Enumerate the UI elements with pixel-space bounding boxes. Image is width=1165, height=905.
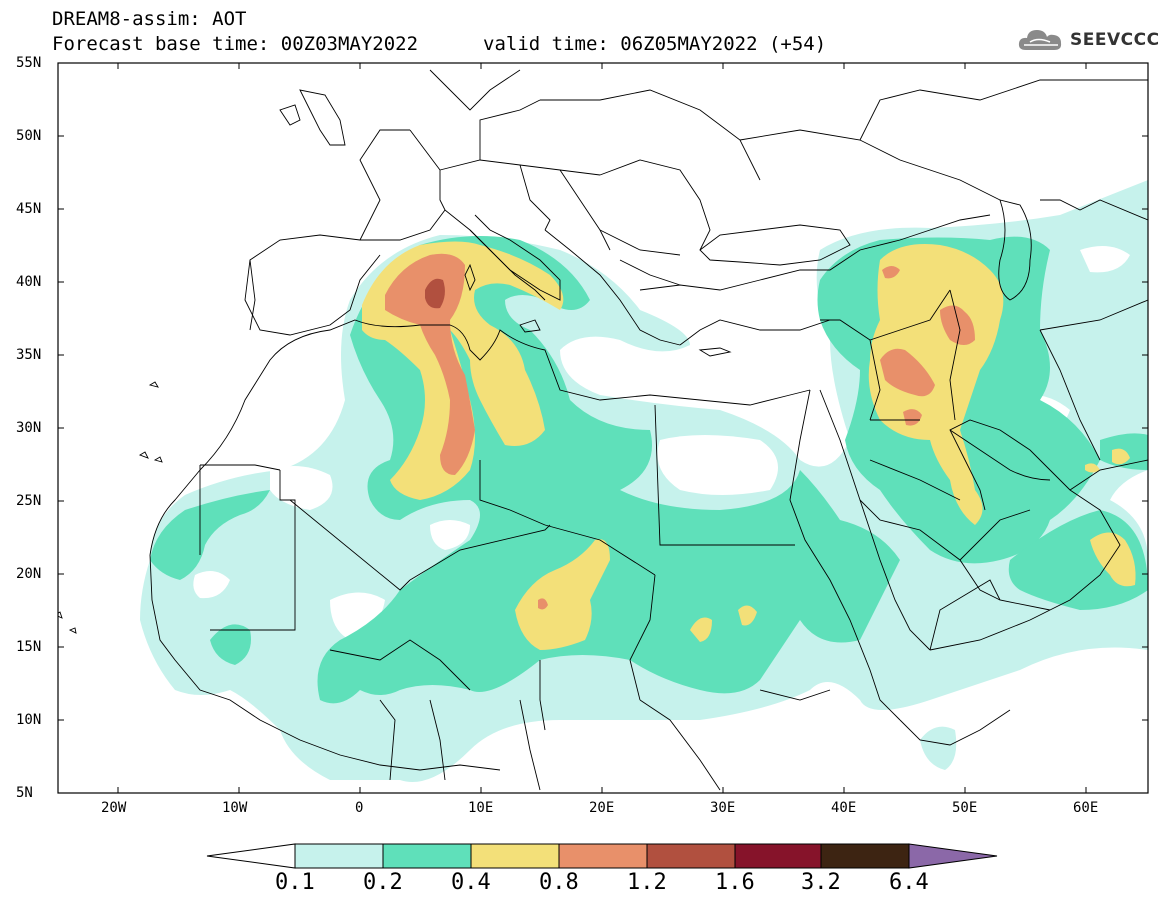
lat-tick-label: 45N	[16, 201, 42, 217]
lat-tick-label: 55N	[16, 55, 42, 71]
cloud-icon	[1018, 30, 1062, 50]
seevccc-logo: SEEVCCC	[1016, 24, 1160, 56]
lon-tick-label: 10E	[468, 800, 494, 816]
lat-tick-label: 5N	[16, 785, 33, 801]
colorbar-label: 6.4	[889, 870, 929, 895]
lat-tick-label: 50N	[16, 128, 42, 144]
colorbar-label: 1.2	[627, 870, 667, 895]
logo-text: SEEVCCC	[1070, 30, 1160, 50]
aot-layer-1-2	[425, 278, 445, 309]
valid-time: valid time: 06Z05MAY2022 (+54)	[483, 33, 827, 55]
colorbar-over-arrow	[908, 843, 998, 869]
coastlines-borders	[58, 69, 1148, 791]
lon-tick-label: 30E	[710, 800, 736, 816]
lat-tick-label: 20N	[16, 566, 42, 582]
colorbar-swatch	[382, 843, 472, 869]
colorbar-swatch	[820, 843, 910, 869]
lat-tick-label: 15N	[16, 639, 42, 655]
lon-tick-label: 0	[355, 800, 364, 816]
lat-tick-label: 30N	[16, 420, 42, 436]
colorbar-label: 0.4	[451, 870, 491, 895]
aot-fields	[140, 180, 1148, 782]
colorbar-under-arrow	[206, 843, 296, 869]
lon-tick-label: 40E	[831, 800, 857, 816]
colorbar-swatch	[294, 843, 384, 869]
axis-ticks	[58, 62, 1148, 794]
colorbar-swatch	[734, 843, 822, 869]
lon-tick-label: 20W	[101, 800, 127, 816]
lat-tick-label: 35N	[16, 347, 42, 363]
aot-layer-0-8	[385, 253, 975, 610]
lon-tick-label: 60E	[1073, 800, 1099, 816]
colorbar	[206, 843, 998, 869]
colorbar-swatch	[470, 843, 560, 869]
lon-tick-label: 10W	[222, 800, 248, 816]
lat-tick-label: 10N	[16, 712, 42, 728]
colorbar-label: 0.2	[363, 870, 403, 895]
colorbar-label: 1.6	[715, 870, 755, 895]
colorbar-swatch	[558, 843, 648, 869]
lat-tick-label: 40N	[16, 274, 42, 290]
map-title: DREAM8-assim: AOT	[52, 8, 247, 30]
lon-tick-label: 20E	[589, 800, 615, 816]
forecast-base-time: Forecast base time: 00Z03MAY2022	[52, 33, 419, 55]
colorbar-label: 0.8	[539, 870, 579, 895]
lon-tick-label: 50E	[952, 800, 978, 816]
colorbar-label: 3.2	[801, 870, 841, 895]
colorbar-label: 0.1	[275, 870, 315, 895]
colorbar-swatch	[646, 843, 736, 869]
lat-tick-label: 25N	[16, 493, 42, 509]
